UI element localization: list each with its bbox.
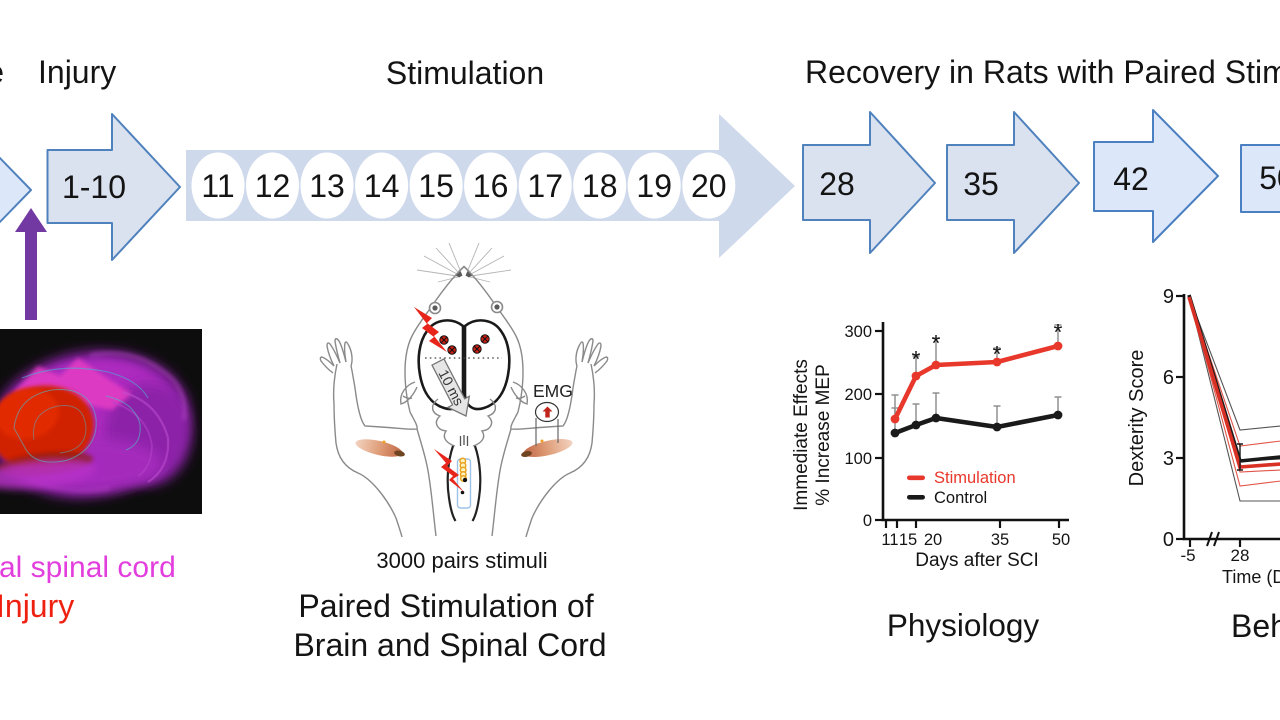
svg-text:13: 13 xyxy=(309,168,345,204)
svg-text:Recovery in Rats with Paired S: Recovery in Rats with Paired Stimulation xyxy=(805,54,1280,90)
svg-text:-5: -5 xyxy=(1180,546,1195,565)
svg-text:Immediate Effects: Immediate Effects xyxy=(791,359,812,511)
svg-text:18: 18 xyxy=(582,168,618,204)
svg-text:*: * xyxy=(912,346,921,372)
svg-text:Injury: Injury xyxy=(38,54,116,90)
svg-text:Injury: Injury xyxy=(0,588,74,624)
svg-text:Physiology: Physiology xyxy=(887,607,1040,643)
svg-text:20: 20 xyxy=(691,168,727,204)
svg-text:*: * xyxy=(932,330,941,356)
svg-text:*: * xyxy=(993,341,1002,367)
svg-text:Behavior: Behavior xyxy=(1231,608,1280,644)
svg-text:Stimulation: Stimulation xyxy=(386,55,544,91)
svg-text:al spinal cord: al spinal cord xyxy=(0,551,176,584)
svg-text:6: 6 xyxy=(1163,367,1174,389)
svg-text:Control: Control xyxy=(934,489,987,507)
svg-text:Paired Stimulation of: Paired Stimulation of xyxy=(298,588,593,624)
svg-text:*: * xyxy=(1054,319,1063,345)
svg-text:EMG: EMG xyxy=(533,381,573,401)
svg-text:20: 20 xyxy=(924,531,942,549)
svg-text:3000 pairs stimuli: 3000 pairs stimuli xyxy=(376,548,547,573)
svg-text:Brain and Spinal Cord: Brain and Spinal Cord xyxy=(293,627,606,663)
svg-text:17: 17 xyxy=(527,168,563,204)
svg-text:14: 14 xyxy=(364,168,400,204)
svg-text:Time (Days): Time (Days) xyxy=(1222,567,1280,587)
svg-text:% Increase MEP: % Increase MEP xyxy=(813,364,834,506)
svg-text:35: 35 xyxy=(991,531,1009,549)
svg-text:42: 42 xyxy=(1113,161,1149,197)
svg-text:0: 0 xyxy=(1163,529,1174,551)
svg-text:Dexterity Score: Dexterity Score xyxy=(1126,350,1148,487)
svg-text:300: 300 xyxy=(844,323,872,341)
svg-text:12: 12 xyxy=(255,168,291,204)
svg-text:19: 19 xyxy=(636,168,672,204)
svg-text:28: 28 xyxy=(1231,546,1250,565)
svg-text:100: 100 xyxy=(844,450,872,468)
svg-text:Days after SCI: Days after SCI xyxy=(915,550,1039,571)
svg-text:11: 11 xyxy=(881,531,898,549)
svg-text:15: 15 xyxy=(899,531,917,549)
svg-text:Stimulation: Stimulation xyxy=(934,469,1016,487)
svg-text:50: 50 xyxy=(1259,160,1280,196)
svg-text:16: 16 xyxy=(473,168,509,204)
svg-text:0: 0 xyxy=(863,512,872,530)
svg-text:3: 3 xyxy=(1163,448,1174,470)
svg-text:15: 15 xyxy=(418,168,454,204)
svg-text:11: 11 xyxy=(201,168,234,204)
svg-text:28: 28 xyxy=(819,166,855,202)
svg-text:35: 35 xyxy=(963,166,999,202)
svg-text:200: 200 xyxy=(844,386,872,404)
svg-text:9: 9 xyxy=(1163,286,1174,308)
svg-text:50: 50 xyxy=(1052,531,1070,549)
svg-text:e: e xyxy=(0,54,4,90)
svg-text:1-10: 1-10 xyxy=(62,169,126,205)
